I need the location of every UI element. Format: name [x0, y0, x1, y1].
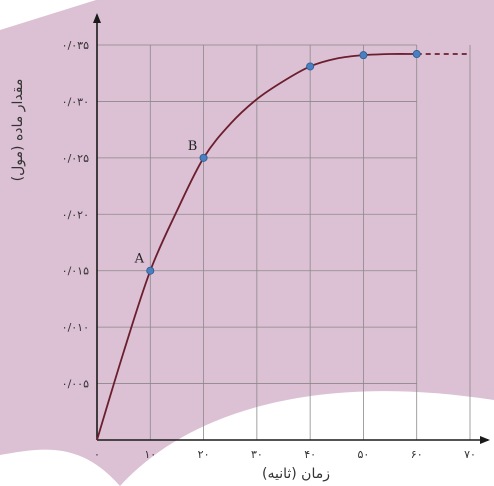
- y-tick-label: ۰/۰۲۰: [62, 208, 89, 221]
- data-point: [199, 153, 208, 162]
- annotations: AB: [134, 139, 198, 267]
- y-tick-labels: ۰/۰۰۵ ۰/۰۱۰ ۰/۰۱۵ ۰/۰۲۰ ۰/۰۲۵ ۰/۰۳۰ ۰/۰۳۵: [62, 39, 89, 391]
- y-axis-arrow: [93, 13, 101, 23]
- data-point: [146, 266, 155, 275]
- x-tick-label: ۷۰: [464, 448, 476, 461]
- data-point: [306, 62, 315, 71]
- x-axis-title: زمان (ثانیه): [262, 466, 330, 482]
- y-tick-label: ۰/۰۳۰: [62, 95, 89, 108]
- y-tick-label: ۰/۰۱۵: [62, 265, 89, 278]
- point-label: B: [188, 139, 198, 154]
- x-tick-label: ۳۰: [251, 448, 263, 461]
- y-tick-label: ۰/۰۱۰: [62, 321, 89, 334]
- y-tick-label: ۰/۰۲۵: [62, 152, 89, 165]
- y-tick-label: ۰/۰۳۵: [62, 39, 89, 52]
- x-tick-label: ۲۰: [198, 448, 210, 461]
- x-tick-label: ۶۰: [411, 448, 423, 461]
- y-axis-title: مقدار ماده (مول): [10, 79, 26, 182]
- data-point: [412, 50, 421, 59]
- data-point: [359, 51, 368, 60]
- x-tick-label: ۴۰: [304, 448, 316, 461]
- x-axis-arrow: [480, 436, 490, 444]
- x-tick-labels: ۰ ۱۰ ۲۰ ۳۰ ۴۰ ۵۰ ۶۰ ۷۰: [94, 448, 476, 461]
- y-tick-label: ۰/۰۰۵: [62, 378, 89, 391]
- data-points: [146, 50, 421, 275]
- x-tick-label: ۱۰: [144, 448, 156, 461]
- x-tick-label: ۵۰: [358, 448, 370, 461]
- axes: [93, 13, 490, 444]
- point-label: A: [134, 252, 145, 267]
- x-tick-label: ۰: [94, 448, 100, 461]
- gridlines: [97, 44, 471, 440]
